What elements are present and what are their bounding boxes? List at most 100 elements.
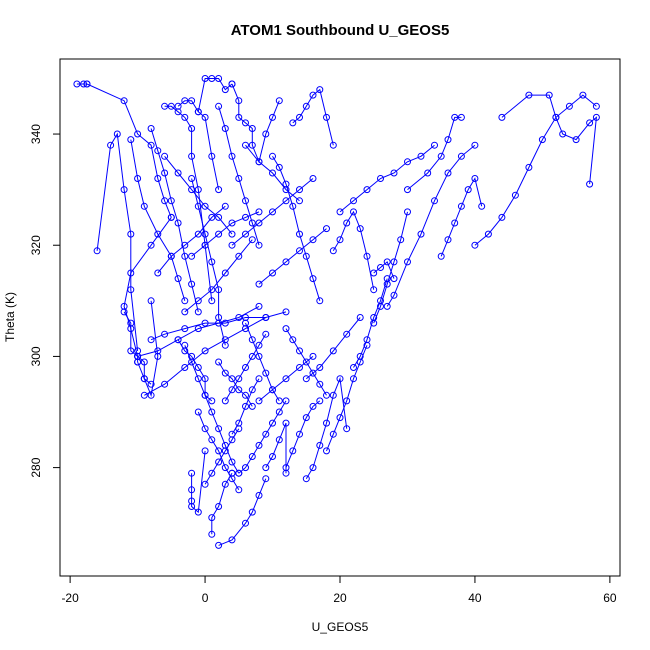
data-point	[309, 175, 317, 182]
x-tick-label: 20	[333, 591, 347, 605]
data-point	[255, 219, 263, 227]
data-point	[167, 197, 175, 205]
data-point	[498, 213, 506, 221]
series-line	[96, 132, 139, 351]
data-point	[309, 275, 317, 283]
data-point	[296, 364, 303, 371]
data-point	[120, 308, 128, 316]
data-point	[127, 347, 135, 355]
series-43	[255, 225, 330, 288]
x-tick-label: 60	[603, 591, 617, 605]
data-point	[255, 208, 263, 216]
data-point	[201, 347, 209, 355]
data-point	[215, 230, 223, 238]
series-line	[245, 144, 300, 202]
data-point	[174, 102, 182, 110]
data-point	[296, 347, 303, 355]
data-point	[336, 236, 344, 244]
data-point	[592, 113, 600, 121]
x-axis-label: U_GEOS5	[312, 620, 369, 634]
data-point	[127, 319, 135, 327]
data-point	[154, 175, 162, 182]
data-point	[269, 419, 276, 427]
data-point	[228, 386, 236, 394]
data-point	[431, 197, 438, 205]
series-40	[134, 302, 263, 360]
series-42	[228, 175, 317, 249]
data-point	[370, 269, 378, 277]
data-point	[208, 408, 216, 416]
series-19	[215, 475, 270, 549]
data-point	[282, 186, 290, 194]
data-point	[215, 425, 223, 433]
x-tick-label: 0	[202, 591, 209, 605]
data-point	[289, 119, 297, 127]
series-line	[218, 478, 267, 546]
data-point	[552, 113, 560, 121]
data-point	[309, 352, 317, 360]
data-point	[323, 447, 330, 455]
data-point	[302, 475, 310, 483]
data-point	[188, 125, 196, 132]
series-53	[181, 236, 256, 316]
data-point	[316, 364, 324, 371]
data-point	[235, 97, 243, 105]
data-point	[215, 503, 223, 510]
data-point	[221, 269, 229, 277]
data-point	[262, 430, 270, 438]
series-line	[305, 317, 361, 380]
data-point	[228, 458, 236, 466]
data-point	[181, 308, 189, 316]
data-point	[140, 358, 148, 366]
series-line	[144, 317, 267, 396]
data-point	[194, 108, 202, 116]
data-point	[282, 308, 290, 316]
data-point	[329, 347, 337, 355]
data-point	[181, 297, 189, 305]
data-point	[572, 136, 580, 144]
x-tick-label: 40	[468, 591, 482, 605]
data-point	[437, 152, 445, 160]
data-point	[188, 175, 196, 182]
series-52	[201, 425, 243, 488]
data-point	[221, 369, 229, 377]
data-point	[215, 75, 223, 82]
data-point	[127, 286, 135, 294]
data-point	[221, 397, 229, 405]
data-point	[269, 208, 276, 216]
data-point	[242, 119, 249, 127]
data-point	[404, 158, 411, 166]
data-point	[242, 402, 249, 410]
data-point	[188, 186, 196, 194]
data-point	[181, 97, 189, 105]
data-point	[248, 336, 256, 344]
data-point	[269, 169, 276, 177]
data-point	[302, 252, 310, 260]
data-point	[194, 308, 202, 316]
data-point	[215, 541, 223, 549]
data-point	[248, 386, 256, 394]
data-point	[383, 258, 391, 266]
data-point	[208, 75, 216, 82]
y-axis: 280 300 320 340	[29, 124, 61, 478]
series-line	[191, 178, 226, 346]
series-45	[242, 141, 303, 205]
data-point	[188, 358, 196, 366]
y-axis-label: Theta (K)	[3, 292, 17, 342]
data-point	[161, 330, 169, 338]
data-point	[208, 397, 216, 405]
series-line	[265, 422, 287, 474]
series-12	[215, 102, 263, 249]
data-point	[586, 180, 594, 188]
data-point	[201, 425, 209, 433]
data-point	[215, 186, 223, 194]
data-point	[248, 219, 256, 227]
data-point	[377, 264, 384, 271]
data-point	[437, 252, 445, 260]
data-point	[343, 219, 351, 227]
data-point	[255, 302, 263, 310]
data-point	[363, 336, 371, 344]
data-point	[154, 269, 162, 277]
data-point	[390, 275, 398, 283]
y-tick-label: 280	[29, 457, 43, 477]
